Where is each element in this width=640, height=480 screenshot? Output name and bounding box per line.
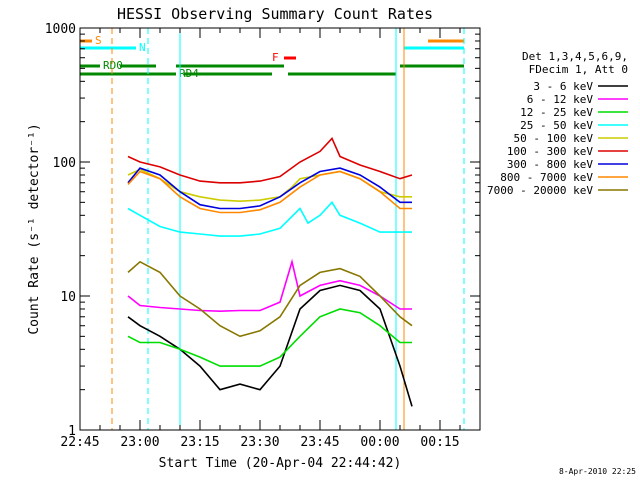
legend-header-line: FDecim 1, Att 0	[529, 63, 628, 76]
y-axis: 1 10 100 1000	[45, 22, 480, 439]
x-tick-label: 23:15	[180, 435, 219, 450]
flag-label-f: F	[272, 51, 279, 64]
legend-entry-label: 50 - 100 keV	[514, 132, 594, 145]
chart-title: HESSI Observing Summary Count Rates	[117, 5, 433, 23]
timestamp: 8-Apr-2010 22:25	[559, 467, 636, 476]
x-axis: 22:45 23:00 23:15 23:30 23:45 00:00 00:15	[60, 28, 481, 450]
legend-entry-label: 3 - 6 keV	[533, 80, 593, 93]
series-line-7000-20000-kev	[127, 260, 413, 338]
x-tick-label: 23:45	[300, 435, 339, 450]
y-tick-label: 10	[60, 290, 76, 305]
legend-entry-label: 12 - 25 keV	[520, 106, 593, 119]
y-axis-label: Count Rate (s⁻¹ detector⁻¹)	[27, 123, 42, 334]
series-line-300-800-kev	[127, 167, 412, 210]
y-tick-label: 1	[68, 424, 76, 439]
legend-entry-label: 800 - 7000 keV	[500, 171, 593, 184]
x-tick-label: 00:15	[420, 435, 459, 450]
legend-entry-label: 100 - 300 keV	[507, 145, 593, 158]
x-tick-label: 22:45	[60, 435, 99, 450]
y-tick-label: 100	[53, 156, 76, 171]
legend-header-line: Det 1,3,4,5,6,9,	[522, 50, 628, 63]
legend-entry-label: 25 - 50 keV	[520, 119, 593, 132]
series-line-12-25-kev	[127, 308, 412, 367]
x-tick-label: 23:30	[240, 435, 279, 450]
flag-bars: S N F RD0 RD4	[80, 34, 464, 80]
series-line-25-50-kev	[127, 200, 412, 237]
series-line-3-6-kev	[127, 284, 413, 407]
flag-label-n: N	[139, 41, 146, 54]
flag-label-s: S	[95, 34, 102, 47]
legend-entry-label: 300 - 800 keV	[507, 158, 593, 171]
x-tick-label: 23:00	[120, 435, 159, 450]
series-line-800-7000-kev	[127, 170, 412, 214]
x-axis-label: Start Time (20-Apr-04 22:44:42)	[159, 456, 402, 471]
legend-entry-label: 7000 - 20000 keV	[487, 184, 593, 197]
flag-label-rd0: RD0	[103, 59, 123, 72]
flag-label-rd4: RD4	[179, 67, 199, 80]
series-layer	[127, 136, 413, 407]
x-tick-label: 00:00	[360, 435, 399, 450]
series-line-6-12-kev	[127, 258, 412, 313]
legend-entry-label: 6 - 12 keV	[527, 93, 594, 106]
marker-lines	[111, 28, 465, 430]
legend: Det 1,3,4,5,6,9,FDecim 1, Att 0 3 - 6 keV…	[487, 50, 628, 197]
y-tick-label: 1000	[45, 22, 76, 37]
series-line-100-300-kev	[127, 136, 413, 184]
